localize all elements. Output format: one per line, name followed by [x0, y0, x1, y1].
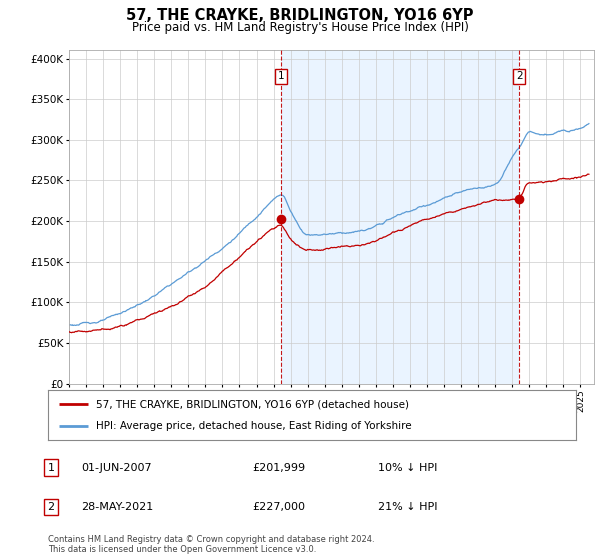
Text: Price paid vs. HM Land Registry's House Price Index (HPI): Price paid vs. HM Land Registry's House …: [131, 21, 469, 34]
Text: 57, THE CRAYKE, BRIDLINGTON, YO16 6YP (detached house): 57, THE CRAYKE, BRIDLINGTON, YO16 6YP (d…: [95, 399, 409, 409]
Text: 1: 1: [277, 72, 284, 81]
Bar: [281, 50, 519, 384]
Text: 01-JUN-2007: 01-JUN-2007: [81, 463, 152, 473]
Text: 57, THE CRAYKE, BRIDLINGTON, YO16 6YP: 57, THE CRAYKE, BRIDLINGTON, YO16 6YP: [126, 8, 474, 24]
Text: £227,000: £227,000: [252, 502, 305, 512]
Text: 2: 2: [47, 502, 55, 512]
Text: 1: 1: [47, 463, 55, 473]
Text: Contains HM Land Registry data © Crown copyright and database right 2024.
This d: Contains HM Land Registry data © Crown c…: [48, 535, 374, 554]
Text: £201,999: £201,999: [252, 463, 305, 473]
Text: 21% ↓ HPI: 21% ↓ HPI: [378, 502, 437, 512]
Text: HPI: Average price, detached house, East Riding of Yorkshire: HPI: Average price, detached house, East…: [95, 421, 411, 431]
Text: 2: 2: [516, 72, 523, 81]
Text: 10% ↓ HPI: 10% ↓ HPI: [378, 463, 437, 473]
Text: 28-MAY-2021: 28-MAY-2021: [81, 502, 153, 512]
